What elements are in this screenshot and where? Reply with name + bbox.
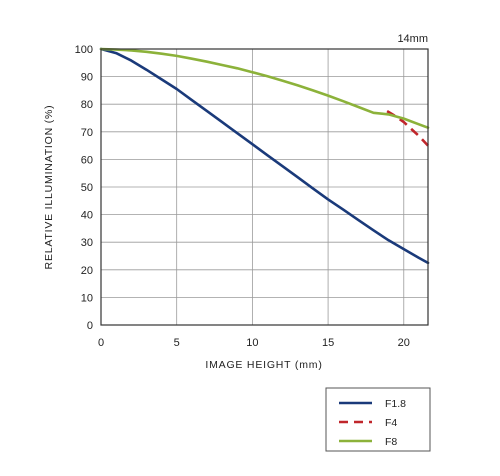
x-tick-label: 15 [322, 337, 334, 349]
y-tick-label: 30 [81, 237, 93, 249]
series-line-f1-8 [99, 47, 430, 265]
x-tick-label: 10 [246, 337, 258, 349]
legend-label: F4 [385, 417, 397, 429]
x-axis-title: IMAGE HEIGHT (mm) [205, 359, 322, 371]
y-tick-label: 20 [81, 265, 93, 277]
y-tick-label: 10 [81, 292, 93, 304]
chart-caption: 14mm [397, 33, 428, 45]
y-tick-label: 50 [81, 182, 93, 194]
y-tick-label: 100 [75, 44, 93, 56]
y-tick-label: 70 [81, 127, 93, 139]
legend-label: F1.8 [385, 398, 406, 410]
series-line-f8 [99, 47, 430, 129]
series-lines [99, 47, 430, 265]
x-tick-label: 0 [98, 337, 104, 349]
legend: F1.8 F4 F8 [325, 387, 431, 452]
y-tick-label: 40 [81, 210, 93, 222]
grid [100, 48, 428, 326]
plot-frame [100, 48, 429, 326]
legend-box [325, 387, 431, 452]
y-axis-title: RELATIVE ILLUMINATION (%) [43, 105, 55, 270]
y-tick-label: 0 [87, 320, 93, 332]
x-tick-label: 20 [398, 337, 410, 349]
x-tick-label: 5 [174, 337, 180, 349]
y-tick-labels: 0 10 20 30 40 50 60 70 80 90 100 [75, 44, 93, 332]
x-tick-labels: 0 5 10 15 20 [98, 337, 410, 349]
y-tick-label: 90 [81, 72, 93, 84]
y-tick-label: 60 [81, 154, 93, 166]
legend-label: F8 [385, 436, 397, 448]
y-tick-label: 80 [81, 99, 93, 111]
